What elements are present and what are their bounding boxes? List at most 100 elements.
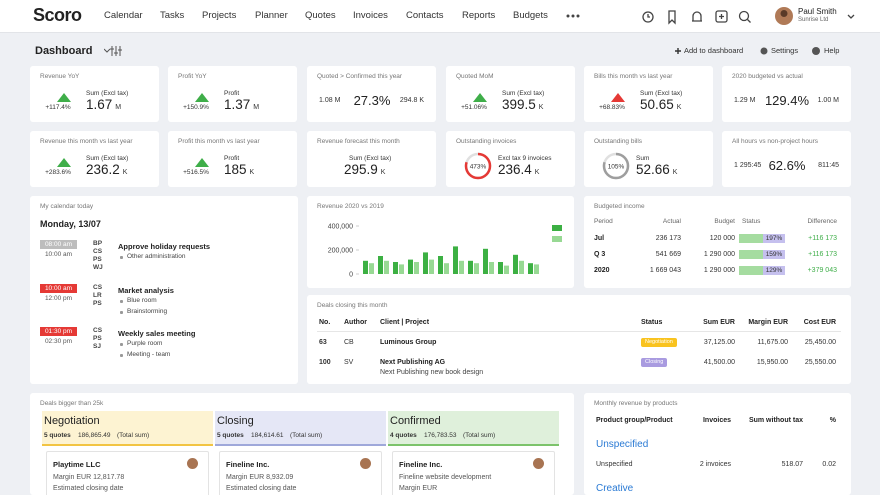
budget-card: Budgeted income Period Actual Budget Status D… (584, 196, 851, 288)
ring-fill (464, 152, 492, 180)
card-title: Quoted > Confirmed this year (317, 73, 403, 80)
bar (534, 264, 539, 274)
bar (474, 263, 479, 274)
deal-card-line: Fineline website development (399, 474, 492, 481)
product-cell: 518.07 (781, 461, 803, 468)
logo: Scoro (33, 5, 82, 25)
event-person: CS (93, 248, 103, 255)
kpi-number: 185 (224, 162, 247, 177)
trend-arrow (195, 158, 209, 167)
budget: 1 290 000 (703, 251, 735, 258)
bar (369, 263, 374, 274)
kpi-card: Revenue forecast this month Sum (Excl tax… (307, 131, 436, 187)
deal-client: Luminous Group (380, 339, 437, 346)
top-nav (0, 0, 880, 33)
nav-item[interactable]: Tasks (160, 10, 185, 21)
arrow (195, 93, 209, 102)
nav-item[interactable]: Projects (202, 10, 237, 21)
kpi-value: 399.5 K (502, 97, 543, 112)
avatar (187, 458, 198, 469)
bar (393, 262, 398, 274)
toolbar-icons (104, 46, 820, 56)
kpi-label: Profit (224, 90, 240, 97)
product-cell: 2 invoices (699, 461, 731, 468)
pipeline-name: Negotiation (44, 415, 100, 427)
event-item: Blue room (127, 297, 157, 304)
item-bullet (120, 300, 123, 303)
card-title: All hours vs non-project hours (732, 138, 818, 145)
event-person: WJ (93, 264, 103, 271)
kpi-number: 52.66 (636, 162, 670, 177)
event-person: PS (93, 335, 102, 342)
kpi-number: 236.2 (86, 162, 120, 177)
bar (489, 262, 494, 274)
trend-arrow (195, 93, 209, 102)
ring-fill (602, 152, 630, 180)
difference: +116 173 (808, 235, 837, 242)
table-header: Budget (714, 218, 735, 225)
nav-item[interactable]: Contacts (406, 10, 444, 21)
calendar-card: My calendar today Monday, 13/07 08:00 am 10… (30, 196, 298, 384)
deal-card-line: Estimated closing date (53, 485, 124, 492)
kpi-unit: K (538, 104, 544, 111)
bar (459, 260, 464, 274)
table-header: Cost EUR (803, 319, 836, 326)
kpi-label: Sum (636, 155, 650, 162)
nav-item[interactable]: Reports (462, 10, 496, 21)
nav-item[interactable]: Quotes (305, 10, 336, 21)
nav-item[interactable]: Budgets (513, 10, 548, 21)
kpi-value: 185 K (224, 162, 254, 177)
toolbar-action[interactable]: Settings (771, 46, 799, 55)
toolbar-action[interactable]: Help (824, 46, 840, 55)
kpi-unit: K (122, 169, 128, 176)
y-tick-label: 0 (349, 272, 353, 279)
actual: 1 669 043 (649, 267, 681, 274)
event-person: SJ (93, 343, 101, 350)
nav-item[interactable]: Invoices (353, 10, 388, 21)
divider (317, 331, 841, 332)
kpi-value: 1.67 M (86, 97, 121, 112)
bar (453, 246, 458, 274)
event-person: LR (93, 292, 102, 299)
nav-item[interactable]: Calendar (104, 10, 143, 21)
page-title: Dashboard (35, 45, 93, 57)
kpi-unit: K (249, 169, 255, 176)
actual: 236 173 (655, 235, 681, 242)
bar (444, 263, 449, 274)
kpi-card: Bills this month vs last year +68.83% Sum … (584, 66, 713, 122)
event-end: 10:00 am (44, 251, 73, 258)
pipeline-total: 186,865.49 (78, 432, 111, 439)
card-title: Revenue forecast this month (317, 138, 400, 145)
event-person: PS (93, 256, 102, 263)
y-tick-label: 400,000 (328, 224, 353, 231)
kpi-unit: M (253, 104, 260, 111)
event-item: Brainstorming (127, 308, 168, 315)
item-bullet (120, 343, 123, 346)
nav-item[interactable]: Planner (255, 10, 288, 21)
deal-card-line: Estimated closing date (226, 485, 297, 492)
status-bar (739, 250, 785, 259)
card-title: My calendar today (40, 203, 94, 210)
kpi-label: Sum (Excl tax) (502, 90, 545, 97)
arrow (57, 93, 71, 102)
deal-card-client: Fineline Inc. (226, 460, 270, 469)
card-title: Outstanding invoices (456, 138, 517, 145)
kpi-label: Sum (Excl tax) (86, 90, 129, 97)
table-header: Actual (662, 218, 681, 225)
ring-label: 473% (470, 164, 487, 171)
products-card: Monthly revenue by products Product group… (584, 393, 851, 495)
card-title: Outstanding bills (594, 138, 643, 145)
kpi-card: Outstanding bills 105% Sum 52.66 K (584, 131, 713, 187)
table-header: Invoices (702, 417, 731, 424)
deal-project: Next Publishing new book design (380, 369, 484, 376)
toolbar-action[interactable]: Add to dashboard (684, 46, 744, 55)
legend-swatch (552, 236, 562, 242)
avatar (533, 458, 544, 469)
kpi-number: 50.65 (640, 97, 674, 112)
table-header: Author (344, 319, 367, 326)
item-bullet (120, 354, 123, 357)
bar (408, 259, 413, 274)
card-title: Revenue 2020 vs 2019 (317, 203, 384, 210)
kpi-change: +117.4% (45, 104, 71, 111)
event-title: Market analysis (118, 286, 174, 295)
